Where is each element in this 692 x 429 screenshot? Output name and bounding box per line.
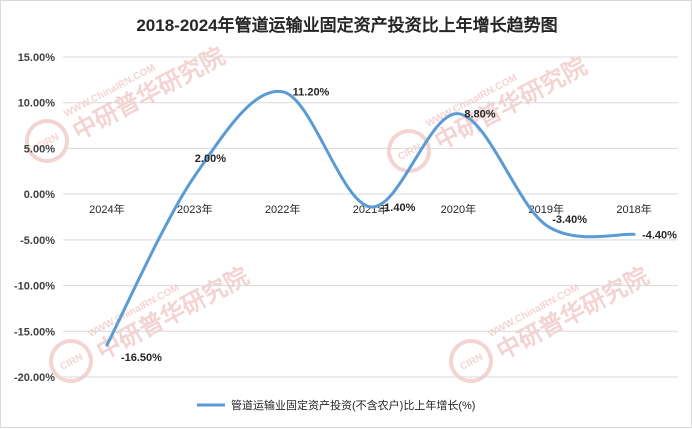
x-axis: 2024年 2023年 2022年 2021年 2020年 2019年 2018年 — [89, 202, 652, 216]
y-tick-label: -10.00% — [14, 281, 55, 293]
data-label: -4.40% — [642, 229, 677, 241]
x-tick-label: 2024年 — [89, 202, 124, 216]
y-tick-label: -15.00% — [14, 326, 55, 338]
series-line — [105, 90, 636, 347]
legend: 管道运输业固定资产投资(不含农户)比上年增长(%) — [197, 398, 475, 412]
data-label: 2.00% — [195, 153, 226, 165]
x-tick-label: 2018年 — [616, 202, 651, 216]
y-tick-label: 0.00% — [24, 189, 55, 201]
data-label: -16.50% — [121, 352, 162, 364]
watermark-logo-text: CIRN — [458, 352, 485, 373]
y-tick-label: -5.00% — [20, 235, 55, 247]
gridlines — [63, 56, 678, 378]
chart-title: 2018-2024年管道运输业固定资产投资比上年增长趋势图 — [136, 15, 557, 35]
y-tick-label: 5.00% — [24, 143, 55, 155]
data-labels: -16.50% 2.00% 11.20% -1.40% 8.80% -3.40% -4.40… — [121, 87, 677, 364]
data-label: 11.20% — [293, 87, 330, 99]
data-label: -1.40% — [381, 202, 416, 214]
watermark-logo-icon — [449, 339, 493, 383]
watermark-logo-icon — [24, 119, 69, 163]
y-tick-label: 10.00% — [18, 98, 56, 110]
legend-label: 管道运输业固定资产投资(不含农户)比上年增长(%) — [231, 398, 475, 412]
x-tick-label: 2023年 — [177, 202, 212, 216]
x-tick-label: 2019年 — [528, 202, 563, 216]
x-tick-label: 2022年 — [265, 202, 300, 216]
y-tick-label: 15.00% — [18, 52, 56, 64]
x-tick-label: 2020年 — [441, 202, 476, 216]
y-tick-label: -20.00% — [14, 372, 55, 384]
data-label: -3.40% — [552, 214, 587, 226]
watermark-logo-icon — [49, 339, 93, 383]
watermark-logo-text: CIRN — [58, 352, 85, 373]
y-axis: 15.00% 10.00% 5.00% 0.00% -5.00% -10.00% -15.0… — [14, 52, 55, 384]
data-label: 8.80% — [464, 109, 495, 121]
